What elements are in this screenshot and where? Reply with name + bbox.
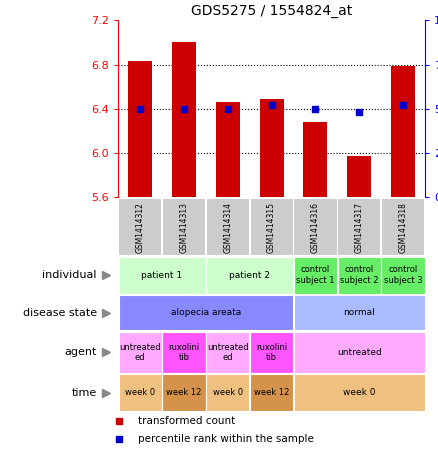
Bar: [128, 61, 152, 197]
Bar: [391, 66, 415, 197]
Text: control
subject 3: control subject 3: [384, 265, 422, 285]
Bar: [250, 332, 293, 373]
Bar: [206, 198, 249, 255]
Text: transformed count: transformed count: [138, 416, 235, 426]
Text: control
subject 2: control subject 2: [340, 265, 378, 285]
Text: patient 1: patient 1: [141, 271, 183, 280]
Bar: [294, 332, 424, 373]
Bar: [381, 198, 424, 255]
Bar: [206, 332, 249, 373]
Title: GDS5275 / 1554824_at: GDS5275 / 1554824_at: [191, 4, 352, 18]
Bar: [119, 375, 162, 411]
Bar: [215, 102, 240, 197]
Bar: [118, 198, 162, 255]
Text: ruxolini
tib: ruxolini tib: [256, 342, 287, 362]
Text: normal: normal: [343, 308, 375, 317]
Bar: [162, 375, 205, 411]
Text: disease state: disease state: [23, 308, 97, 318]
Bar: [162, 332, 205, 373]
Text: GSM1414312: GSM1414312: [136, 202, 145, 253]
Bar: [172, 43, 196, 197]
Bar: [337, 198, 381, 255]
Text: percentile rank within the sample: percentile rank within the sample: [138, 434, 314, 444]
Bar: [206, 257, 293, 294]
Point: [224, 105, 231, 112]
Bar: [259, 99, 284, 197]
Bar: [294, 375, 424, 411]
Text: untreated
ed: untreated ed: [207, 342, 249, 362]
Bar: [250, 198, 293, 255]
Point: [180, 105, 187, 112]
Bar: [294, 257, 337, 294]
Text: control
subject 1: control subject 1: [296, 265, 335, 285]
Text: GSM1414313: GSM1414313: [180, 202, 188, 253]
Bar: [381, 257, 424, 294]
Text: GSM1414316: GSM1414316: [311, 202, 320, 253]
Text: individual: individual: [42, 270, 97, 280]
Bar: [162, 198, 205, 255]
Point: [312, 105, 319, 112]
Text: patient 2: patient 2: [229, 271, 270, 280]
Bar: [293, 198, 337, 255]
Text: week 12: week 12: [166, 389, 201, 397]
Point: [356, 109, 363, 116]
Bar: [294, 295, 424, 330]
Bar: [206, 375, 249, 411]
Text: GSM1414317: GSM1414317: [355, 202, 364, 253]
Bar: [304, 122, 328, 197]
Bar: [347, 156, 371, 197]
Text: alopecia areata: alopecia areata: [171, 308, 241, 317]
Bar: [338, 257, 381, 294]
Text: time: time: [72, 388, 97, 398]
Point: [137, 105, 144, 112]
Bar: [119, 295, 293, 330]
Bar: [119, 257, 205, 294]
Text: untreated
ed: untreated ed: [119, 342, 161, 362]
Point: [399, 101, 406, 109]
Text: week 0: week 0: [343, 389, 375, 397]
Text: week 0: week 0: [125, 389, 155, 397]
Text: untreated: untreated: [337, 348, 381, 357]
Text: GSM1414314: GSM1414314: [223, 202, 232, 253]
Text: week 12: week 12: [254, 389, 289, 397]
Text: agent: agent: [64, 347, 97, 357]
Bar: [250, 375, 293, 411]
Text: week 0: week 0: [213, 389, 243, 397]
Text: ruxolini
tib: ruxolini tib: [168, 342, 200, 362]
Bar: [119, 332, 162, 373]
Text: GSM1414315: GSM1414315: [267, 202, 276, 253]
Point: [268, 101, 275, 109]
Text: GSM1414318: GSM1414318: [399, 202, 407, 253]
